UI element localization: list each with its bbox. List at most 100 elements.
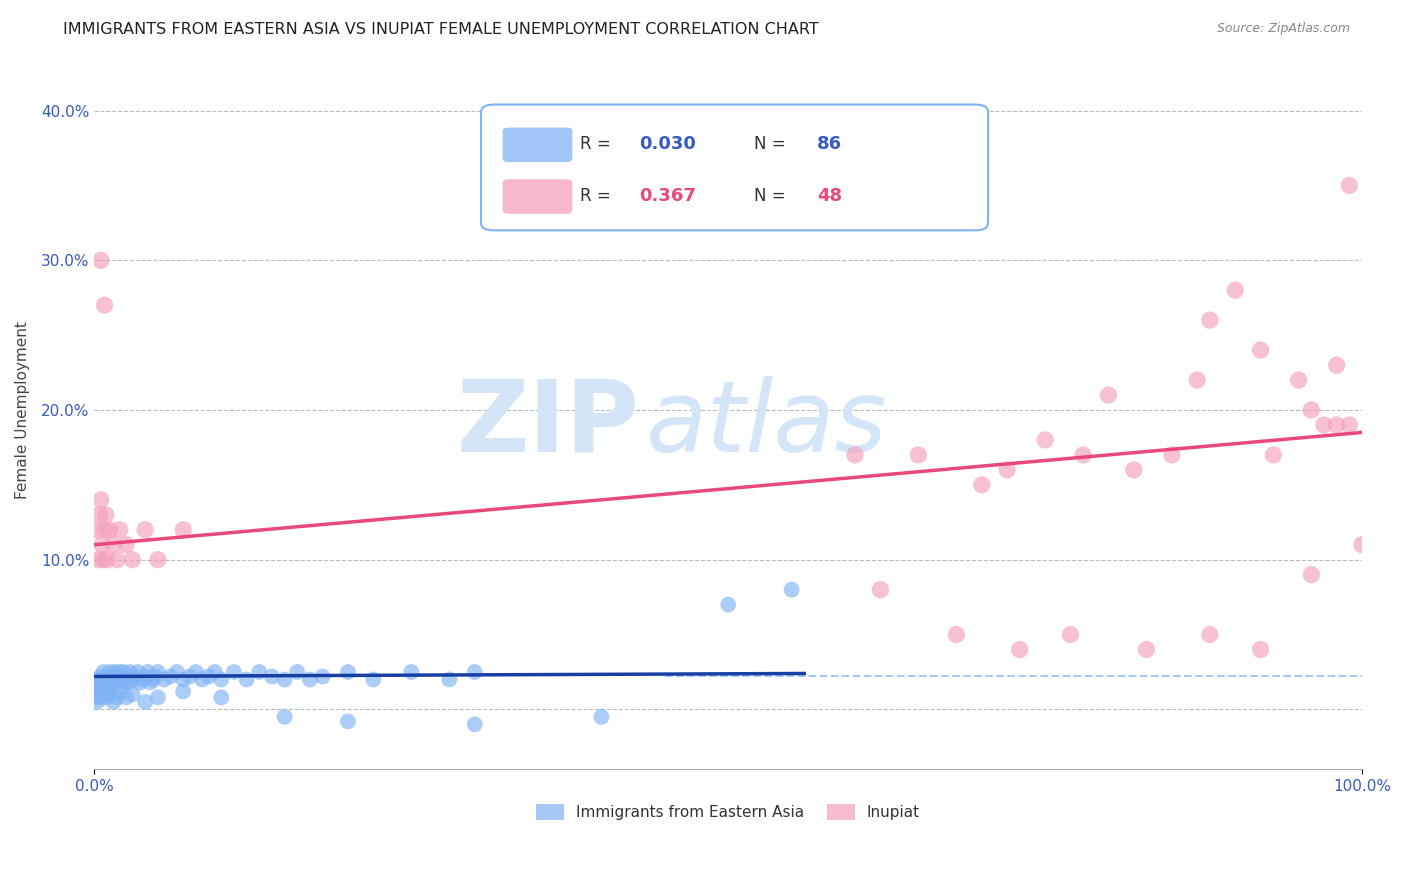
Point	[166, 665, 188, 679]
Point	[94, 508, 117, 522]
Point	[209, 673, 232, 687]
Point	[121, 673, 143, 687]
Point	[273, 710, 295, 724]
Point	[1187, 373, 1209, 387]
Point	[197, 669, 219, 683]
Point	[184, 665, 207, 679]
Point	[1122, 463, 1144, 477]
Point	[1225, 283, 1247, 297]
Point	[1339, 417, 1361, 432]
Point	[1288, 373, 1310, 387]
Point	[1313, 417, 1336, 432]
Point	[780, 582, 803, 597]
Text: N =: N =	[754, 135, 785, 153]
Legend: Immigrants from Eastern Asia, Inupiat: Immigrants from Eastern Asia, Inupiat	[530, 798, 927, 826]
Point	[100, 673, 122, 687]
Point	[129, 675, 152, 690]
FancyBboxPatch shape	[481, 104, 988, 230]
Text: N =: N =	[754, 186, 785, 205]
Point	[89, 508, 111, 522]
Point	[86, 523, 108, 537]
Point	[945, 627, 967, 641]
Point	[209, 690, 232, 705]
Point	[105, 669, 128, 683]
Point	[105, 552, 128, 566]
Point	[93, 523, 115, 537]
Point	[159, 669, 181, 683]
FancyBboxPatch shape	[502, 128, 572, 162]
Point	[247, 665, 270, 679]
Point	[136, 665, 159, 679]
Point	[285, 665, 308, 679]
Point	[1033, 433, 1056, 447]
Point	[89, 675, 111, 690]
Point	[101, 669, 124, 683]
Point	[1097, 388, 1119, 402]
Point	[172, 673, 194, 687]
Text: IMMIGRANTS FROM EASTERN ASIA VS INUPIAT FEMALE UNEMPLOYMENT CORRELATION CHART: IMMIGRANTS FROM EASTERN ASIA VS INUPIAT …	[63, 22, 820, 37]
Point	[115, 690, 138, 705]
FancyBboxPatch shape	[502, 179, 572, 214]
Point	[591, 710, 613, 724]
Point	[298, 673, 321, 687]
Point	[1250, 343, 1272, 357]
Point	[91, 680, 114, 694]
Point	[191, 673, 214, 687]
Text: Source: ZipAtlas.com: Source: ZipAtlas.com	[1216, 22, 1350, 36]
Point	[117, 669, 139, 683]
Point	[115, 538, 138, 552]
Point	[134, 523, 156, 537]
Point	[172, 523, 194, 537]
Point	[235, 673, 257, 687]
Point	[907, 448, 929, 462]
Point	[91, 690, 114, 705]
Point	[1301, 567, 1323, 582]
Point	[717, 598, 740, 612]
Text: ZIP: ZIP	[457, 376, 640, 473]
Point	[464, 717, 486, 731]
Point	[90, 669, 112, 683]
Point	[93, 298, 115, 312]
Text: R =: R =	[579, 135, 610, 153]
Text: atlas: atlas	[645, 376, 887, 473]
Point	[115, 673, 138, 687]
Point	[127, 665, 149, 679]
Point	[1071, 448, 1094, 462]
Point	[96, 669, 118, 683]
Point	[96, 552, 118, 566]
Point	[1301, 403, 1323, 417]
Point	[105, 673, 128, 687]
Point	[94, 690, 117, 705]
Point	[86, 695, 108, 709]
Point	[87, 690, 110, 705]
Point	[139, 675, 162, 690]
Point	[108, 665, 131, 679]
Point	[363, 673, 385, 687]
Point	[1351, 538, 1374, 552]
Point	[91, 538, 114, 552]
Point	[98, 523, 121, 537]
Point	[87, 673, 110, 687]
Point	[118, 665, 141, 679]
Point	[93, 684, 115, 698]
Text: 0.030: 0.030	[640, 135, 696, 153]
Point	[1059, 627, 1081, 641]
Point	[179, 669, 201, 683]
Point	[111, 669, 134, 683]
Point	[273, 673, 295, 687]
Point	[134, 669, 156, 683]
Text: 48: 48	[817, 186, 842, 205]
Point	[98, 688, 121, 702]
Point	[142, 673, 165, 687]
Point	[110, 673, 132, 687]
Point	[222, 665, 245, 679]
Point	[98, 665, 121, 679]
Point	[995, 463, 1018, 477]
Point	[464, 665, 486, 679]
Point	[84, 688, 107, 702]
Point	[93, 673, 115, 687]
Point	[844, 448, 866, 462]
Point	[124, 669, 146, 683]
Point	[89, 684, 111, 698]
Point	[1250, 642, 1272, 657]
